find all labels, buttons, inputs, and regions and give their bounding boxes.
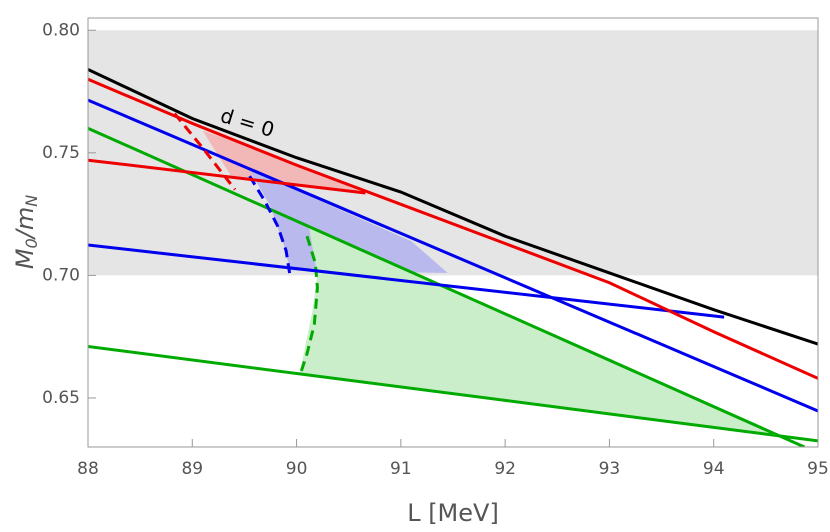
y-tick-label: 0.75 <box>42 143 80 163</box>
curve <box>88 243 725 319</box>
x-tick-label: 91 <box>390 459 412 479</box>
x-tick-label: 95 <box>807 459 829 479</box>
y-label-part: /m <box>11 207 39 240</box>
y-label-part: M <box>11 248 39 269</box>
y-axis-label: M0/mN <box>11 195 41 269</box>
y-tick-label: 0.65 <box>42 388 80 408</box>
y-tick-label: 0.80 <box>42 20 80 40</box>
band <box>88 30 818 276</box>
curve <box>298 235 319 377</box>
x-tick-label: 93 <box>599 459 621 479</box>
plot-area <box>88 30 818 447</box>
x-axis-label: L [MeV] <box>407 499 499 527</box>
y-tick-label: 0.70 <box>42 265 80 285</box>
y-label-sub: 0 <box>22 238 41 248</box>
curve <box>88 345 818 443</box>
curve <box>88 77 818 380</box>
x-tick-label: 89 <box>181 459 203 479</box>
y-label-sub: N <box>22 195 41 207</box>
region <box>249 169 448 273</box>
frame <box>87 17 819 448</box>
x-tick-label: 92 <box>494 459 516 479</box>
curve <box>88 126 806 447</box>
curve <box>88 68 818 346</box>
curve <box>88 98 818 413</box>
region <box>202 130 363 193</box>
x-tick-label: 88 <box>77 459 99 479</box>
x-tick-label: 94 <box>703 459 725 479</box>
x-tick-label: 90 <box>286 459 308 479</box>
curve <box>248 175 292 279</box>
